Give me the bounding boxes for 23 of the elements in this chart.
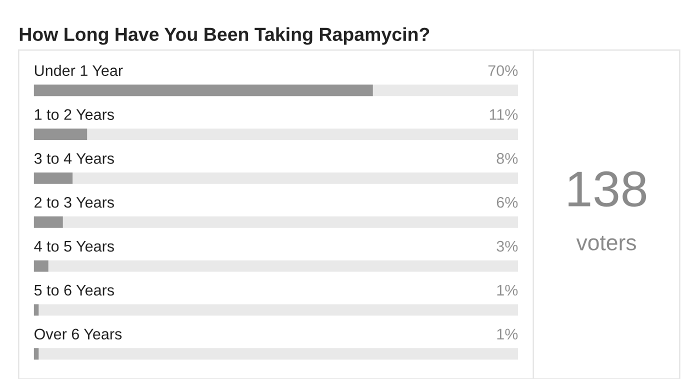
y-tick-label: 3 to 4 Years [34, 153, 114, 164]
bar [34, 260, 48, 272]
y-tick-label: 1 to 2 Years [34, 109, 114, 120]
text: voters [576, 236, 636, 250]
y-tick-label: 2 to 3 Years [34, 196, 114, 208]
y-tick-label: 5 to 6 Years [34, 284, 114, 296]
y-tick-label: Under 1 Year [34, 64, 123, 76]
bar [34, 348, 39, 360]
bar [34, 172, 73, 184]
bar [34, 128, 88, 140]
data-label: 1% [497, 328, 518, 340]
y-tick-label: Over 6 Years [34, 328, 122, 340]
chart-title: How Long Have You Been Taking Rapamycin? [20, 27, 430, 45]
data-label: 11% [490, 109, 518, 120]
bar [34, 216, 63, 228]
text: 138 [568, 171, 646, 207]
y-tick-label: 4 to 5 Years [34, 241, 114, 252]
bar [34, 304, 39, 316]
data-label: 1% [497, 284, 518, 296]
data-label: 8% [496, 153, 518, 164]
data-label: 3% [496, 240, 518, 252]
data-label: 6% [496, 196, 518, 208]
data-label: 70% [488, 65, 518, 76]
